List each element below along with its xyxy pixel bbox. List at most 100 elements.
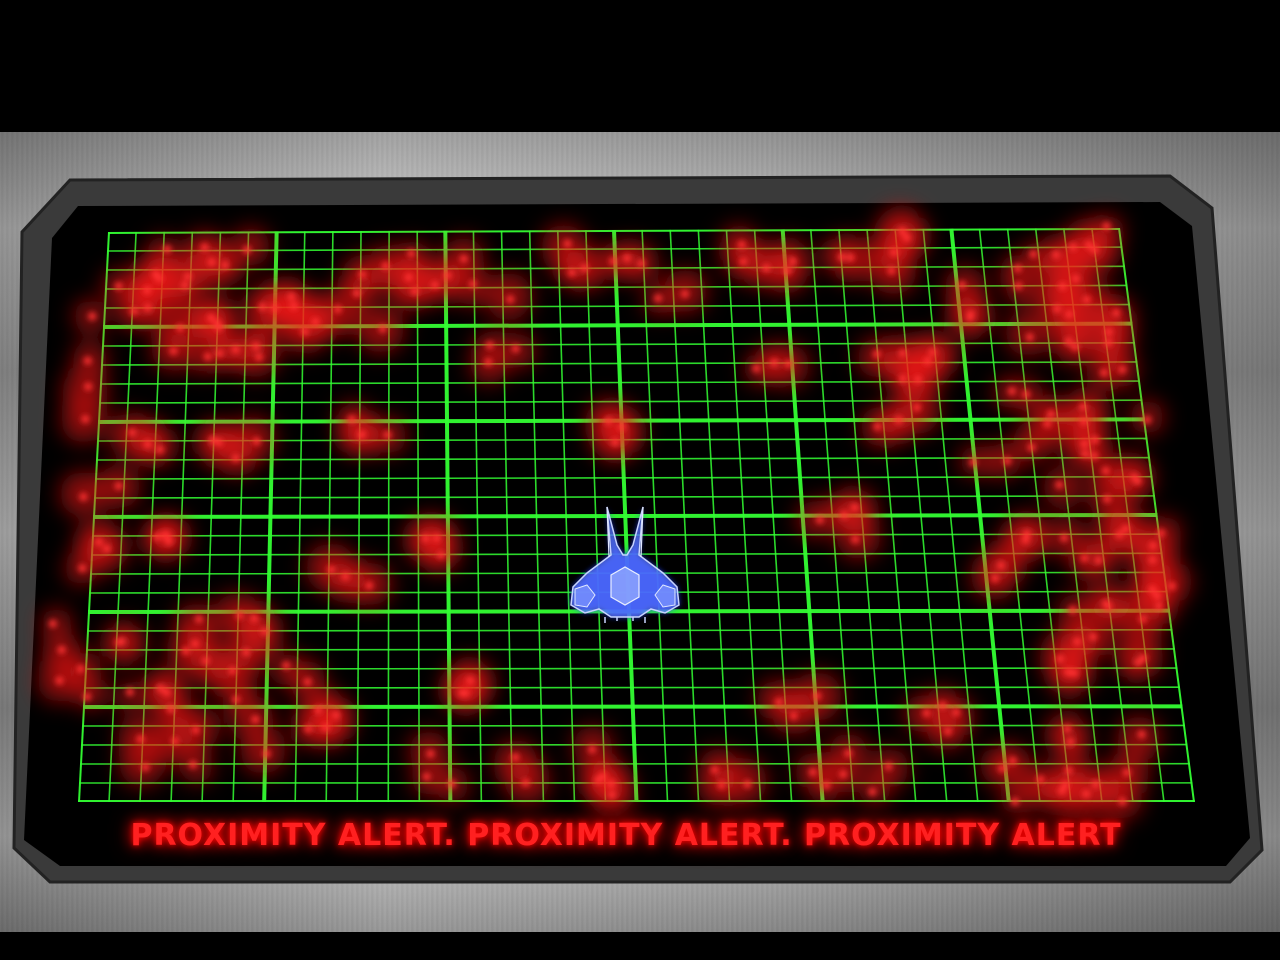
threat-blip-icon <box>762 264 771 273</box>
threat-blip-icon <box>407 249 416 258</box>
threat-blip-icon <box>1061 780 1070 789</box>
threat-blip-icon <box>341 572 350 581</box>
threat-blip-icon <box>1052 250 1061 259</box>
threat-blip-icon <box>1003 456 1012 465</box>
threat-blip-icon <box>1091 435 1100 444</box>
threat-blip-icon <box>156 445 165 454</box>
threat-blip-icon <box>378 324 387 333</box>
threat-blip-icon <box>752 364 761 373</box>
threat-core-group <box>48 222 1176 806</box>
threat-blip-icon <box>1115 530 1124 539</box>
threat-blip-icon <box>1066 737 1075 746</box>
threat-blip-icon <box>1082 295 1091 304</box>
threat-blip-glow <box>1081 623 1113 655</box>
threat-blip-icon <box>822 781 831 790</box>
threat-blip-icon <box>1064 668 1073 677</box>
threat-blip-icon <box>270 304 279 313</box>
grid-minor-line <box>99 380 1141 385</box>
threat-blip-glow <box>1052 256 1093 297</box>
threat-blip-icon <box>300 327 309 336</box>
threat-blip-glow <box>148 236 178 267</box>
threat-blip-icon <box>997 561 1005 570</box>
threat-blip-glow <box>119 741 164 787</box>
threat-blip-icon <box>1091 780 1100 789</box>
threat-blip-icon <box>1157 529 1166 538</box>
threat-blip-icon <box>383 430 392 439</box>
threat-blip-icon <box>1079 417 1088 426</box>
threat-blip-icon <box>136 735 145 744</box>
threat-blip-icon <box>1058 282 1067 291</box>
threat-blip-icon <box>252 342 261 351</box>
threat-blip-icon <box>200 243 209 252</box>
threat-blip-icon <box>1122 768 1131 777</box>
threat-blip-icon <box>421 534 430 543</box>
threat-blip-icon <box>201 656 210 665</box>
threat-blip-icon <box>1134 658 1143 667</box>
threat-blip-icon <box>1080 439 1089 448</box>
threat-blip-icon <box>243 245 251 254</box>
threat-blip-icon <box>365 581 374 590</box>
threat-blip-icon <box>1082 790 1091 798</box>
threat-blip-icon <box>231 454 240 463</box>
threat-blip-icon <box>784 359 793 368</box>
threat-blip-icon <box>83 356 92 365</box>
threat-blip-icon <box>1112 308 1121 317</box>
threat-blip-icon <box>129 307 138 316</box>
threat-blip-icon <box>1104 328 1113 336</box>
threat-blip-icon <box>76 664 85 673</box>
threat-blip-glow <box>1065 431 1097 463</box>
threat-blip-icon <box>347 415 356 424</box>
threat-blip-icon <box>252 437 261 446</box>
threat-blip-icon <box>770 358 779 367</box>
threat-blip-icon <box>609 257 618 266</box>
threat-blip-icon <box>79 492 88 501</box>
threat-blip-icon <box>1036 775 1045 784</box>
threat-blip-icon <box>357 430 366 439</box>
threat-blip-icon <box>215 349 224 358</box>
threat-blip-icon <box>250 614 259 623</box>
threat-blip-icon <box>84 382 93 391</box>
threat-blip-glow <box>230 629 270 670</box>
threat-blip-icon <box>1104 338 1113 347</box>
threat-blip-icon <box>437 551 446 560</box>
threat-blip-icon <box>873 350 881 358</box>
threat-blip-icon <box>459 254 468 263</box>
threat-blip-icon <box>242 648 251 657</box>
threat-blip-icon <box>358 270 367 279</box>
threat-blip-icon <box>332 711 340 720</box>
threat-blip-icon <box>1090 451 1099 460</box>
threat-blip-icon <box>1007 387 1016 396</box>
threat-blip-icon <box>191 726 200 734</box>
threat-blip-icon <box>304 724 313 733</box>
threat-blip-icon <box>839 770 848 779</box>
threat-blip-icon <box>511 753 520 762</box>
player-ship-icon <box>570 506 680 623</box>
threat-blip-icon <box>1013 264 1022 273</box>
threat-blip-glow <box>541 224 586 269</box>
threat-blip-icon <box>114 481 123 490</box>
threat-blip-icon <box>1148 585 1157 594</box>
threat-blip-icon <box>1081 450 1089 458</box>
threat-blip-icon <box>207 258 216 267</box>
threat-blip-glow <box>272 653 304 685</box>
threat-blip-icon <box>654 294 663 303</box>
threat-blip-icon <box>102 544 111 553</box>
threat-blip-icon <box>262 749 271 758</box>
threat-blip-icon <box>898 227 907 236</box>
threat-blip-icon <box>143 440 152 449</box>
threat-blip-icon <box>873 422 882 431</box>
grid-minor-line <box>94 475 1153 480</box>
threat-blip-glow <box>453 270 489 306</box>
threat-blip-icon <box>1027 443 1036 452</box>
threat-blip-icon <box>176 324 185 333</box>
threat-blip-icon <box>1069 243 1077 252</box>
threat-blip-icon <box>923 357 932 366</box>
threat-blip-icon <box>228 666 237 675</box>
threat-blip-icon <box>114 282 123 291</box>
threat-blip-glow <box>115 681 144 711</box>
threat-blip-icon <box>1101 466 1110 475</box>
threat-blip-icon <box>1118 365 1127 374</box>
threat-blip-icon <box>1025 333 1034 342</box>
threat-blip-icon <box>189 760 197 769</box>
threat-blip-icon <box>1065 310 1074 319</box>
